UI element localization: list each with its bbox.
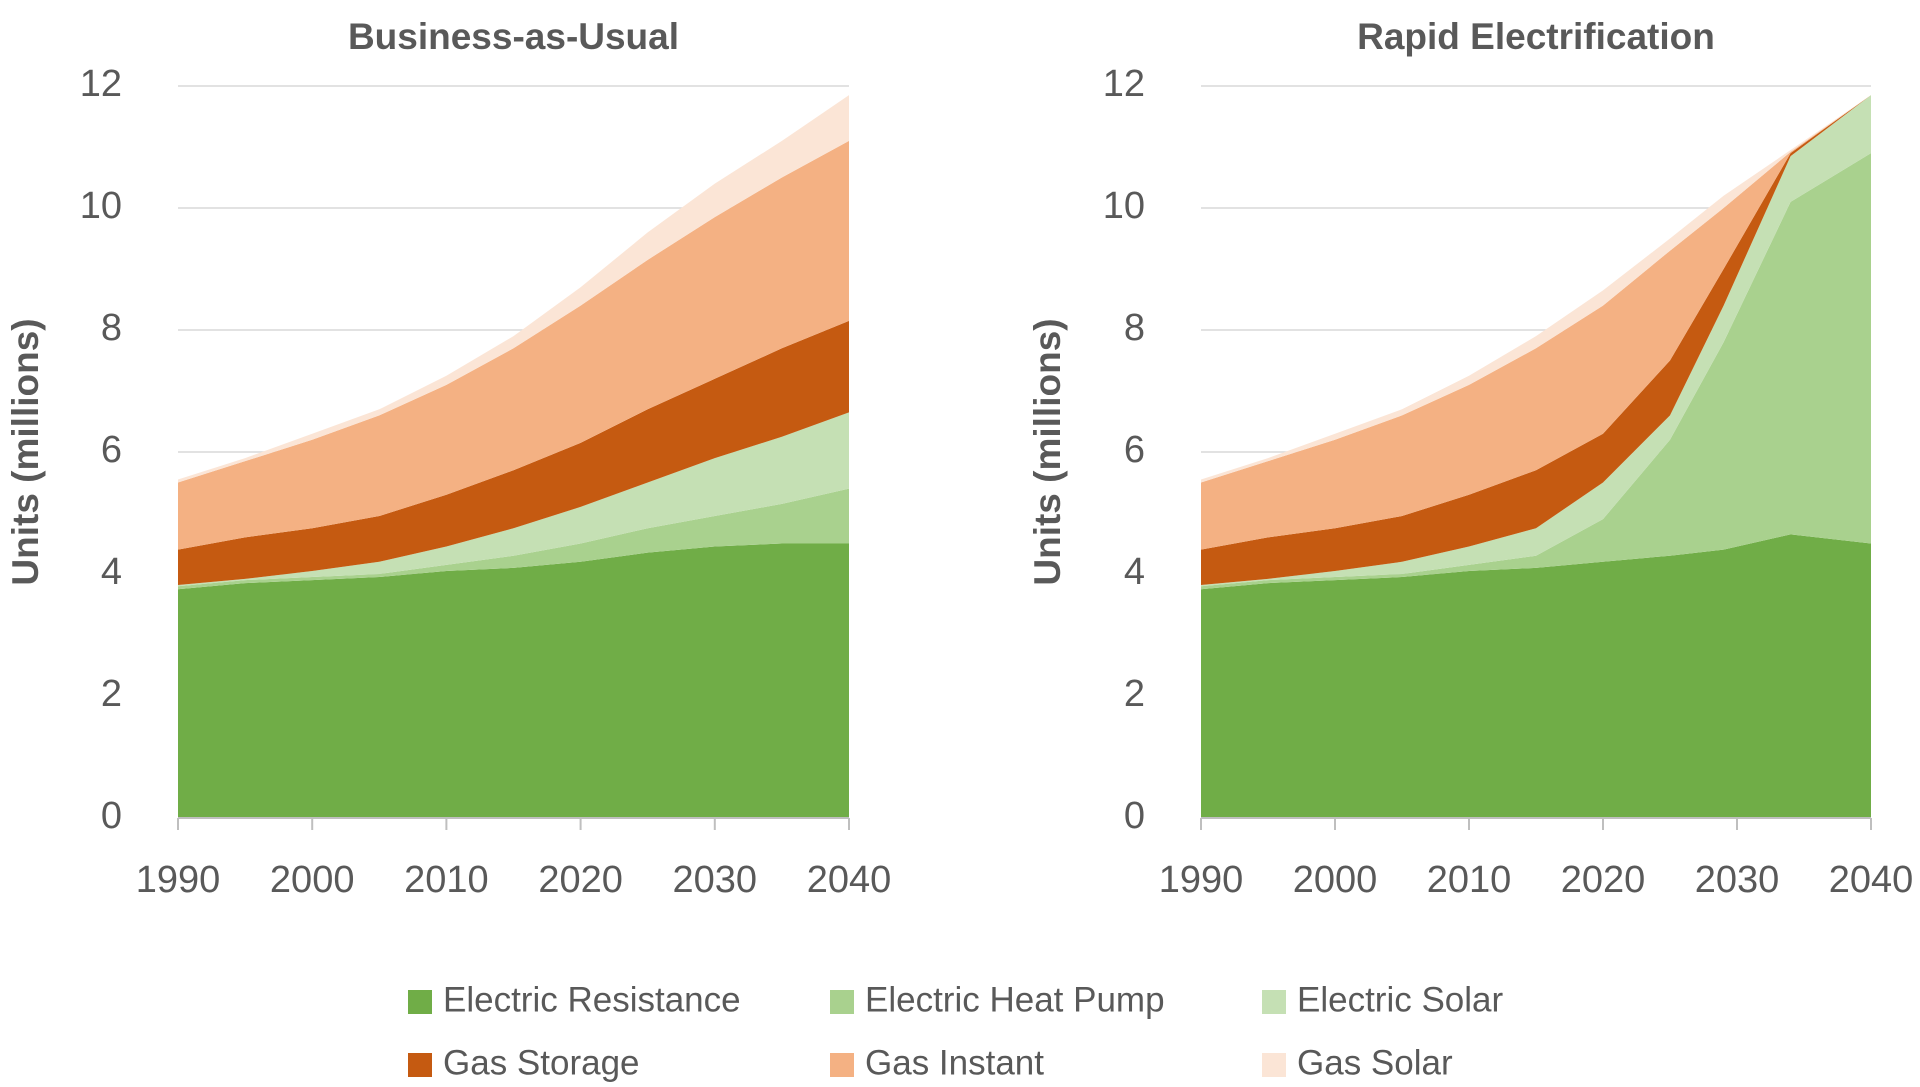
area (1201, 95, 1871, 585)
y-tick-label: 8 (101, 307, 122, 349)
legend-label: Gas Instant (865, 1043, 1044, 1082)
chart-title: Rapid Electrification (1357, 16, 1715, 57)
y-tick-label: 4 (101, 551, 122, 593)
area (178, 488, 849, 590)
y-tick-label: 10 (1103, 185, 1145, 227)
legend-swatch (1262, 1053, 1286, 1077)
legend-label: Gas Solar (1297, 1043, 1453, 1082)
x-tick-label: 2020 (1561, 859, 1646, 901)
y-tick-label: 0 (1124, 795, 1145, 837)
y-tick-label: 6 (1124, 429, 1145, 471)
area (1201, 534, 1871, 818)
y-tick-label: 10 (80, 185, 122, 227)
y-axis-label: Units (millions) (5, 318, 46, 585)
x-tick-label: 1990 (1159, 859, 1244, 901)
y-tick-label: 12 (1103, 63, 1145, 105)
x-tick-label: 2010 (1427, 859, 1512, 901)
legend-swatch (830, 990, 854, 1014)
y-tick-label: 12 (80, 63, 122, 105)
legend-swatch (408, 1053, 432, 1077)
y-tick-label: 2 (1124, 673, 1145, 715)
y-tick-label: 4 (1124, 551, 1145, 593)
y-tick-label: 6 (101, 429, 122, 471)
x-tick-label: 2030 (1695, 859, 1780, 901)
area (1201, 153, 1871, 590)
legend-label: Gas Storage (443, 1043, 640, 1082)
area (178, 140, 849, 550)
x-tick-label: 2000 (270, 859, 355, 901)
x-tick-label: 2040 (1829, 859, 1914, 901)
x-tick-label: 2040 (807, 859, 892, 901)
x-tick-label: 2000 (1293, 859, 1378, 901)
area (178, 543, 849, 818)
y-axis-label: Units (millions) (1027, 318, 1068, 585)
area (1201, 95, 1871, 550)
x-tick-label: 2030 (673, 859, 758, 901)
legend-swatch (830, 1053, 854, 1077)
x-tick-label: 2010 (404, 859, 489, 901)
y-tick-label: 8 (1124, 307, 1145, 349)
legend-swatch (408, 990, 432, 1014)
legend-swatch (1262, 990, 1286, 1014)
area (178, 412, 849, 587)
legend-label: Electric Heat Pump (865, 980, 1165, 1019)
legend-label: Electric Solar (1297, 980, 1504, 1019)
x-tick-label: 1990 (136, 859, 221, 901)
area (178, 320, 849, 585)
y-tick-label: 2 (101, 673, 122, 715)
x-tick-label: 2020 (538, 859, 623, 901)
y-tick-label: 0 (101, 795, 122, 837)
chart-title: Business-as-Usual (348, 16, 679, 57)
legend-label: Electric Resistance (443, 980, 741, 1019)
